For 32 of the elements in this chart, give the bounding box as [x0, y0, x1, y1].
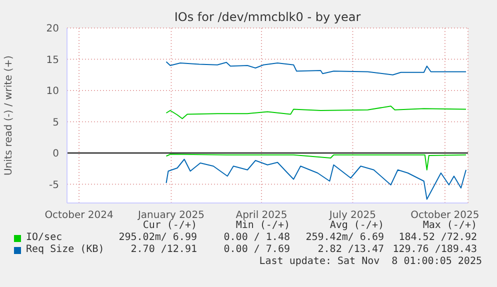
text: 295.02m/ 6.99 [118, 232, 197, 243]
y-tick-label: 5 [52, 117, 59, 128]
text: 0.00 / 1.48 [224, 232, 290, 243]
line-series [166, 106, 466, 120]
line-series [166, 158, 466, 200]
legend-label: Req Size (KB) [26, 244, 104, 255]
x-tick-label: October 2024 [44, 210, 114, 222]
y-tick-label: 10 [46, 86, 59, 98]
y-axis-title: Units read (-) / write (+) [4, 55, 15, 176]
text: 2.70 /12.91 [130, 244, 197, 255]
y-tick-label: 0 [52, 148, 59, 160]
x-tick-label: July 2025 [328, 210, 376, 222]
legend-label: IO/sec [26, 232, 62, 243]
y-tick-label: 20 [46, 24, 59, 35]
text: Min (-/+) [236, 220, 290, 231]
text: 2.82 /13.47 [318, 244, 384, 255]
x-tick-label: October 2025 [410, 210, 480, 222]
text: 259.42m/ 6.69 [306, 232, 384, 243]
text: 129.76 /189.43 [392, 244, 477, 255]
text: Avg (-/+) [330, 220, 384, 231]
line-series [166, 154, 466, 170]
text: 184.52 /72.92 [398, 232, 477, 243]
y-tick-label: 15 [46, 54, 59, 66]
x-tick-label: April 2025 [236, 210, 288, 222]
chart-title: IOs for /dev/mmcblk0 - by year [173, 10, 362, 24]
x-tick-label: January 2025 [136, 210, 205, 222]
text: Last update: Sat Nov 8 01:00:05 2025 [259, 256, 482, 267]
text: Cur (-/+) [142, 220, 197, 231]
text: Max (-/+) [422, 220, 477, 231]
text: 0.00 / 7.69 [224, 244, 290, 255]
y-tick-label: -5 [49, 180, 59, 191]
line-series [166, 61, 466, 76]
